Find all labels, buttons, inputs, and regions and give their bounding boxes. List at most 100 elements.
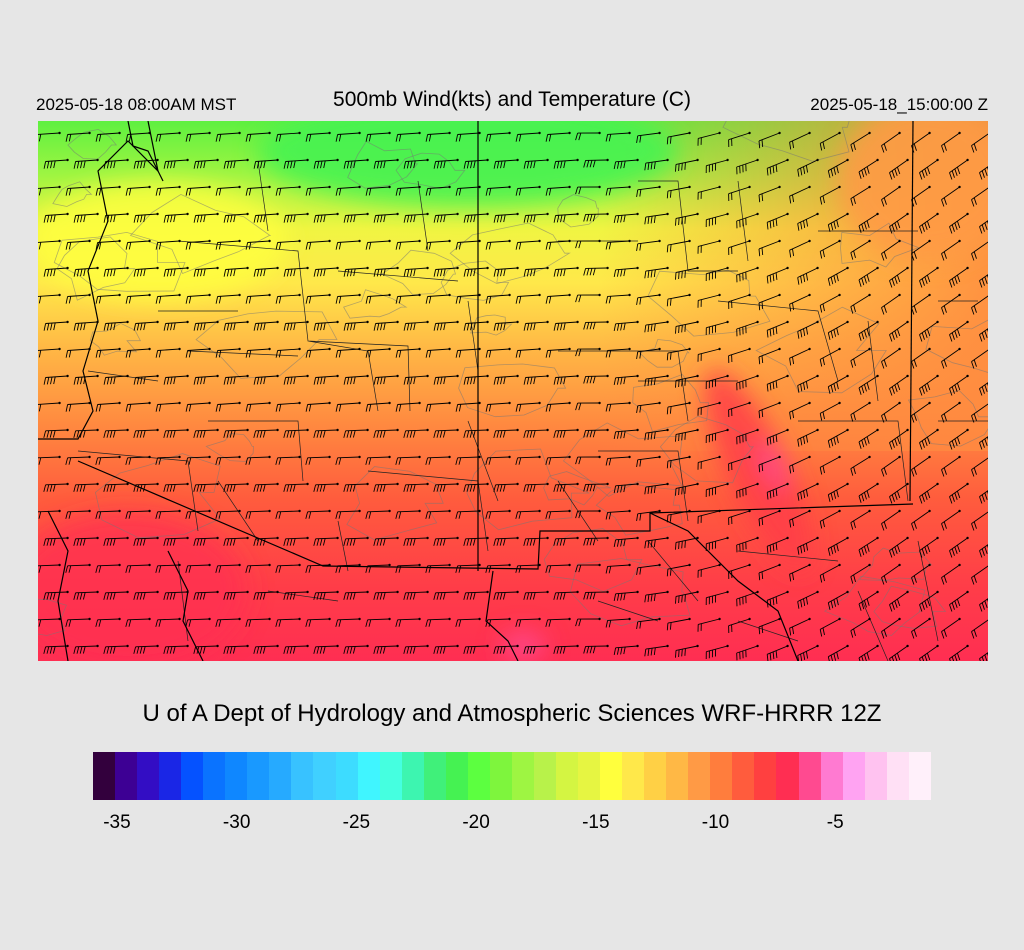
wind-barb: [889, 320, 909, 342]
wind-barb: [605, 617, 631, 628]
wind-barb: [343, 590, 369, 600]
wind-barb: [65, 293, 91, 304]
wind-barb: [38, 563, 61, 573]
wind-barb: [253, 644, 279, 654]
colorbar-swatch: [710, 752, 733, 800]
wind-barb: [705, 536, 729, 552]
wind-barb: [335, 455, 361, 465]
wind-barb: [313, 320, 339, 331]
colorbar-swatch: [225, 752, 248, 800]
wind-barb: [215, 293, 241, 304]
wind-barb: [850, 563, 871, 584]
wind-barb: [455, 401, 481, 412]
wind-barb: [858, 482, 879, 503]
wind-barb: [433, 320, 459, 331]
wind-barb: [758, 131, 781, 149]
wind-barb: [275, 293, 301, 304]
wind-barb: [373, 320, 399, 331]
wind-barb: [766, 482, 789, 500]
wind-barb: [343, 428, 369, 438]
colorbar-swatch: [622, 752, 645, 800]
wind-barb: [605, 185, 631, 196]
colorbar-swatch: [467, 752, 490, 800]
wind-barb: [575, 239, 601, 249]
terrain-contour: [543, 471, 611, 506]
wind-barb: [43, 536, 69, 546]
wind-barb: [545, 239, 571, 250]
temperature-wind-map: [38, 121, 988, 661]
colorbar-swatch: [732, 752, 755, 800]
wind-barb: [185, 293, 211, 304]
wind-barb: [636, 347, 661, 359]
wind-barb: [245, 455, 271, 465]
wind-barb: [979, 220, 988, 234]
wind-barb: [515, 239, 541, 250]
wind-barb: [125, 455, 151, 465]
wind-barb: [850, 401, 871, 422]
wind-barb: [73, 428, 99, 438]
wind-barb: [395, 239, 421, 250]
wind-barb: [485, 617, 511, 627]
wind-barb: [949, 536, 969, 558]
wind-barb: [736, 536, 759, 553]
wind-barb: [103, 590, 129, 600]
wind-barb: [819, 509, 841, 529]
wind-barb: [455, 131, 481, 142]
colorbar-tick-label: -5: [826, 812, 844, 833]
wind-barb: [305, 509, 331, 519]
wind-barb: [553, 644, 579, 654]
colorbar-swatch: [842, 752, 865, 800]
wind-barb: [155, 455, 181, 465]
wind-barb: [313, 428, 339, 438]
wind-barb: [275, 509, 301, 519]
wind-barb: [858, 536, 879, 557]
wind-barb: [463, 374, 489, 385]
wind-barb: [193, 374, 219, 385]
wind-barb: [850, 239, 871, 260]
wind-barb: [343, 266, 369, 277]
wind-barb: [223, 158, 249, 169]
wind-barb: [425, 617, 451, 627]
wind-barb: [675, 428, 699, 442]
wind-barb: [850, 509, 871, 530]
wind-barb: [523, 482, 549, 492]
wind-barb: [73, 590, 99, 600]
wind-barb: [403, 320, 429, 331]
colorbar-swatch: [159, 752, 182, 800]
wind-barb: [949, 158, 969, 180]
wind-barb: [736, 212, 759, 229]
terrain-contour: [823, 575, 926, 636]
wind-barb: [305, 401, 331, 412]
wind-barb: [613, 320, 639, 331]
wind-barb: [103, 644, 129, 654]
wind-barb: [605, 455, 631, 466]
wind-barb: [971, 241, 988, 261]
wind-barb: [575, 347, 601, 357]
wind-barb: [979, 382, 988, 396]
wind-barb: [644, 158, 669, 171]
wind-barb: [911, 563, 931, 585]
colorbar-swatch: [291, 752, 314, 800]
terrain-contour: [195, 310, 338, 379]
wind-barb: [223, 536, 249, 546]
valid-time-utc: 2025-05-18_15:00:00 Z: [810, 95, 988, 114]
wind-barb: [275, 239, 301, 250]
wind-barb: [65, 131, 91, 142]
wind-barb: [971, 403, 988, 423]
wind-barb: [949, 374, 969, 396]
wind-barb: [65, 455, 91, 465]
wind-barb: [583, 536, 609, 546]
terrain-contour: [67, 128, 118, 160]
wind-barb: [485, 563, 511, 573]
wind-barb: [553, 536, 579, 546]
wind-barb: [313, 158, 339, 169]
wind-barb: [275, 347, 301, 358]
wind-barb: [43, 266, 69, 277]
wind-barb: [766, 428, 789, 446]
wind-barb: [583, 644, 609, 654]
wind-barb: [343, 482, 369, 492]
wind-barb: [38, 617, 61, 627]
wind-barb: [675, 320, 699, 334]
wind-barb: [155, 131, 181, 142]
wind-barb: [889, 428, 909, 450]
